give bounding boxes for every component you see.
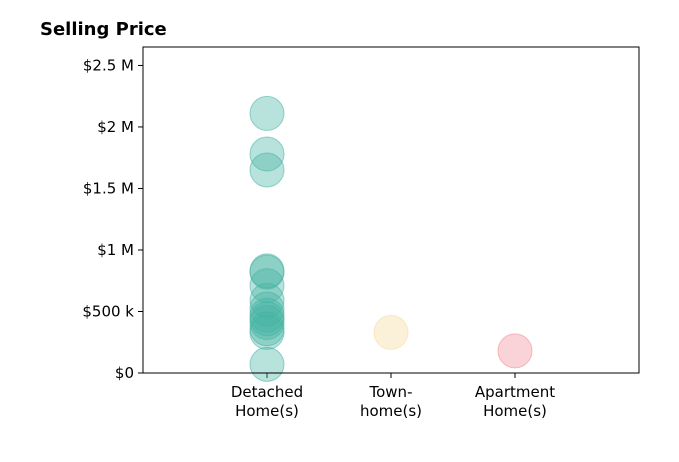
y-tick-label: $2.5 M [83, 56, 134, 74]
chart-title: Selling Price [40, 19, 167, 40]
data-point [373, 314, 409, 350]
data-point [249, 346, 285, 382]
plot-frame [142, 46, 640, 374]
data-point [497, 333, 533, 369]
y-tick-label: $0 [115, 364, 134, 382]
data-point [249, 95, 285, 131]
data-point [249, 136, 285, 172]
x-tick-label: Apartment [475, 383, 555, 401]
x-tick-label: home(s) [360, 402, 422, 420]
y-tick-label: $2 M [97, 118, 134, 136]
x-tick-label: Home(s) [483, 402, 547, 420]
data-point [249, 152, 285, 188]
y-tick-label: $1 M [97, 241, 134, 259]
data-point [249, 254, 285, 290]
x-tick-label: Home(s) [235, 402, 299, 420]
y-tick-label: $1.5 M [83, 179, 134, 197]
x-tick-label: Detached [231, 383, 303, 401]
x-tick-label: Town- [369, 383, 413, 401]
data-point [249, 282, 285, 318]
plot-area: $0$500 k$1 M$1.5 M$2 M$2.5 MDetachedHome… [82, 56, 555, 420]
data-point [249, 314, 285, 350]
y-tick-label: $500 k [82, 302, 134, 320]
